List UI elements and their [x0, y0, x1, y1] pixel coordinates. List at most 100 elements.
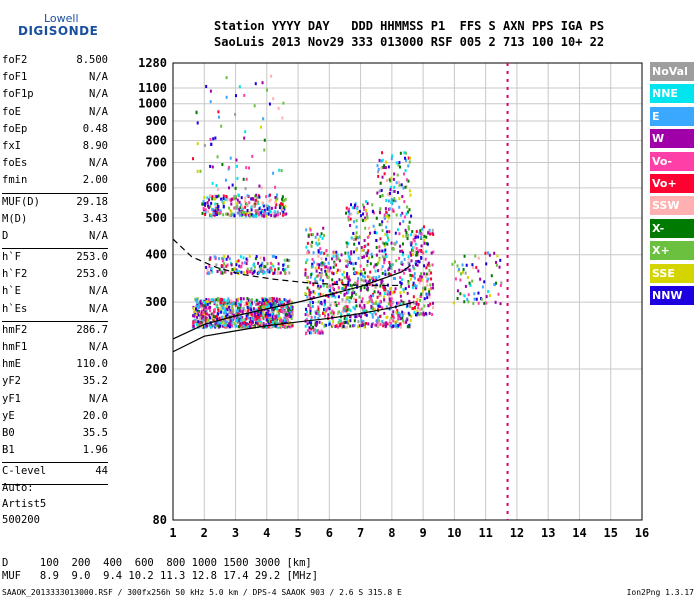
- trace-point: [378, 189, 381, 193]
- trace-point: [236, 306, 239, 310]
- trace-point: [272, 264, 275, 268]
- x-tick-label: 14: [572, 526, 586, 540]
- trace-point: [215, 263, 218, 267]
- trace-point: [278, 300, 281, 304]
- trace-point: [290, 309, 293, 313]
- trace-point: [494, 260, 497, 264]
- trace-point: [245, 166, 248, 170]
- trace-point: [323, 299, 326, 303]
- trace-point: [308, 303, 311, 307]
- trace-point: [386, 233, 389, 237]
- trace-point: [343, 309, 346, 313]
- trace-point: [381, 175, 384, 179]
- trace-point: [236, 318, 239, 322]
- trace-point: [221, 259, 224, 263]
- trace-point: [246, 323, 249, 327]
- trace-point: [260, 302, 263, 306]
- trace-point: [347, 280, 350, 284]
- trace-point: [415, 286, 418, 290]
- trace-point: [321, 312, 324, 316]
- trace-point: [348, 315, 351, 319]
- trace-point: [212, 211, 215, 215]
- param-value: N/A: [89, 392, 108, 405]
- trace-point: [306, 286, 309, 290]
- trace-point: [204, 211, 207, 215]
- trace-point: [462, 268, 465, 272]
- trace-point: [274, 306, 277, 310]
- trace-point: [276, 197, 279, 201]
- trace-point: [428, 272, 431, 276]
- trace-point: [420, 292, 423, 296]
- trace-point: [270, 213, 273, 217]
- trace-point: [333, 294, 336, 298]
- trace-point: [269, 193, 272, 197]
- profile-curve: [172, 264, 411, 340]
- trace-point: [310, 233, 313, 237]
- trace-point: [283, 271, 286, 275]
- trace-point: [338, 318, 341, 322]
- trace-point: [327, 261, 330, 265]
- trace-point: [273, 271, 276, 275]
- trace-point: [320, 257, 323, 261]
- trace-point: [367, 249, 370, 253]
- param-key: foEp: [2, 122, 28, 135]
- trace-point: [199, 304, 202, 308]
- trace-point: [246, 208, 249, 212]
- trace-point: [403, 312, 406, 316]
- trace-point: [274, 200, 277, 204]
- trace-point: [496, 254, 499, 258]
- trace-point: [206, 316, 209, 320]
- trace-point: [257, 271, 260, 275]
- trace-point: [304, 332, 307, 336]
- trace-point: [207, 209, 210, 213]
- trace-point: [256, 318, 259, 322]
- trace-point: [262, 304, 265, 308]
- trace-point: [368, 256, 371, 260]
- trace-point: [263, 325, 266, 329]
- trace-point: [354, 202, 357, 206]
- trace-point: [364, 271, 367, 275]
- trace-point: [377, 261, 380, 265]
- trace-point: [413, 283, 416, 287]
- trace-point: [345, 304, 348, 308]
- trace-point: [219, 297, 222, 301]
- trace-point: [404, 169, 407, 173]
- trace-point: [398, 268, 401, 272]
- trace-point: [312, 251, 315, 255]
- trace-point: [214, 318, 217, 322]
- trace-point: [349, 319, 352, 323]
- trace-point: [306, 241, 309, 245]
- trace-point: [409, 273, 412, 277]
- trace-point: [280, 302, 283, 306]
- trace-point: [222, 321, 225, 325]
- trace-point: [363, 207, 366, 211]
- trace-point: [375, 245, 378, 249]
- trace-point: [259, 305, 262, 309]
- trace-point: [246, 324, 249, 328]
- trace-point: [347, 291, 350, 295]
- trace-point: [391, 314, 394, 318]
- trace-point: [374, 312, 377, 316]
- trace-point: [407, 225, 410, 229]
- trace-point: [237, 319, 240, 323]
- footer-d-line: D 100 200 400 600 800 1000 1500 3000 [km…: [2, 557, 312, 569]
- trace-point: [405, 185, 408, 189]
- trace-point: [239, 265, 242, 269]
- trace-point: [349, 259, 352, 263]
- trace-point: [263, 304, 266, 308]
- trace-point: [222, 194, 225, 198]
- trace-point: [348, 278, 351, 282]
- trace-point: [274, 316, 277, 320]
- trace-point: [357, 210, 360, 214]
- trace-point: [468, 281, 471, 285]
- trace-point: [371, 210, 374, 214]
- trace-point: [399, 249, 402, 253]
- param-key: D: [2, 229, 9, 242]
- trace-point: [396, 320, 399, 324]
- trace-point: [366, 259, 369, 263]
- trace-point: [247, 166, 250, 170]
- trace-point: [393, 196, 396, 200]
- trace-point: [413, 239, 416, 243]
- trace-point: [229, 299, 232, 303]
- trace-point: [341, 325, 344, 329]
